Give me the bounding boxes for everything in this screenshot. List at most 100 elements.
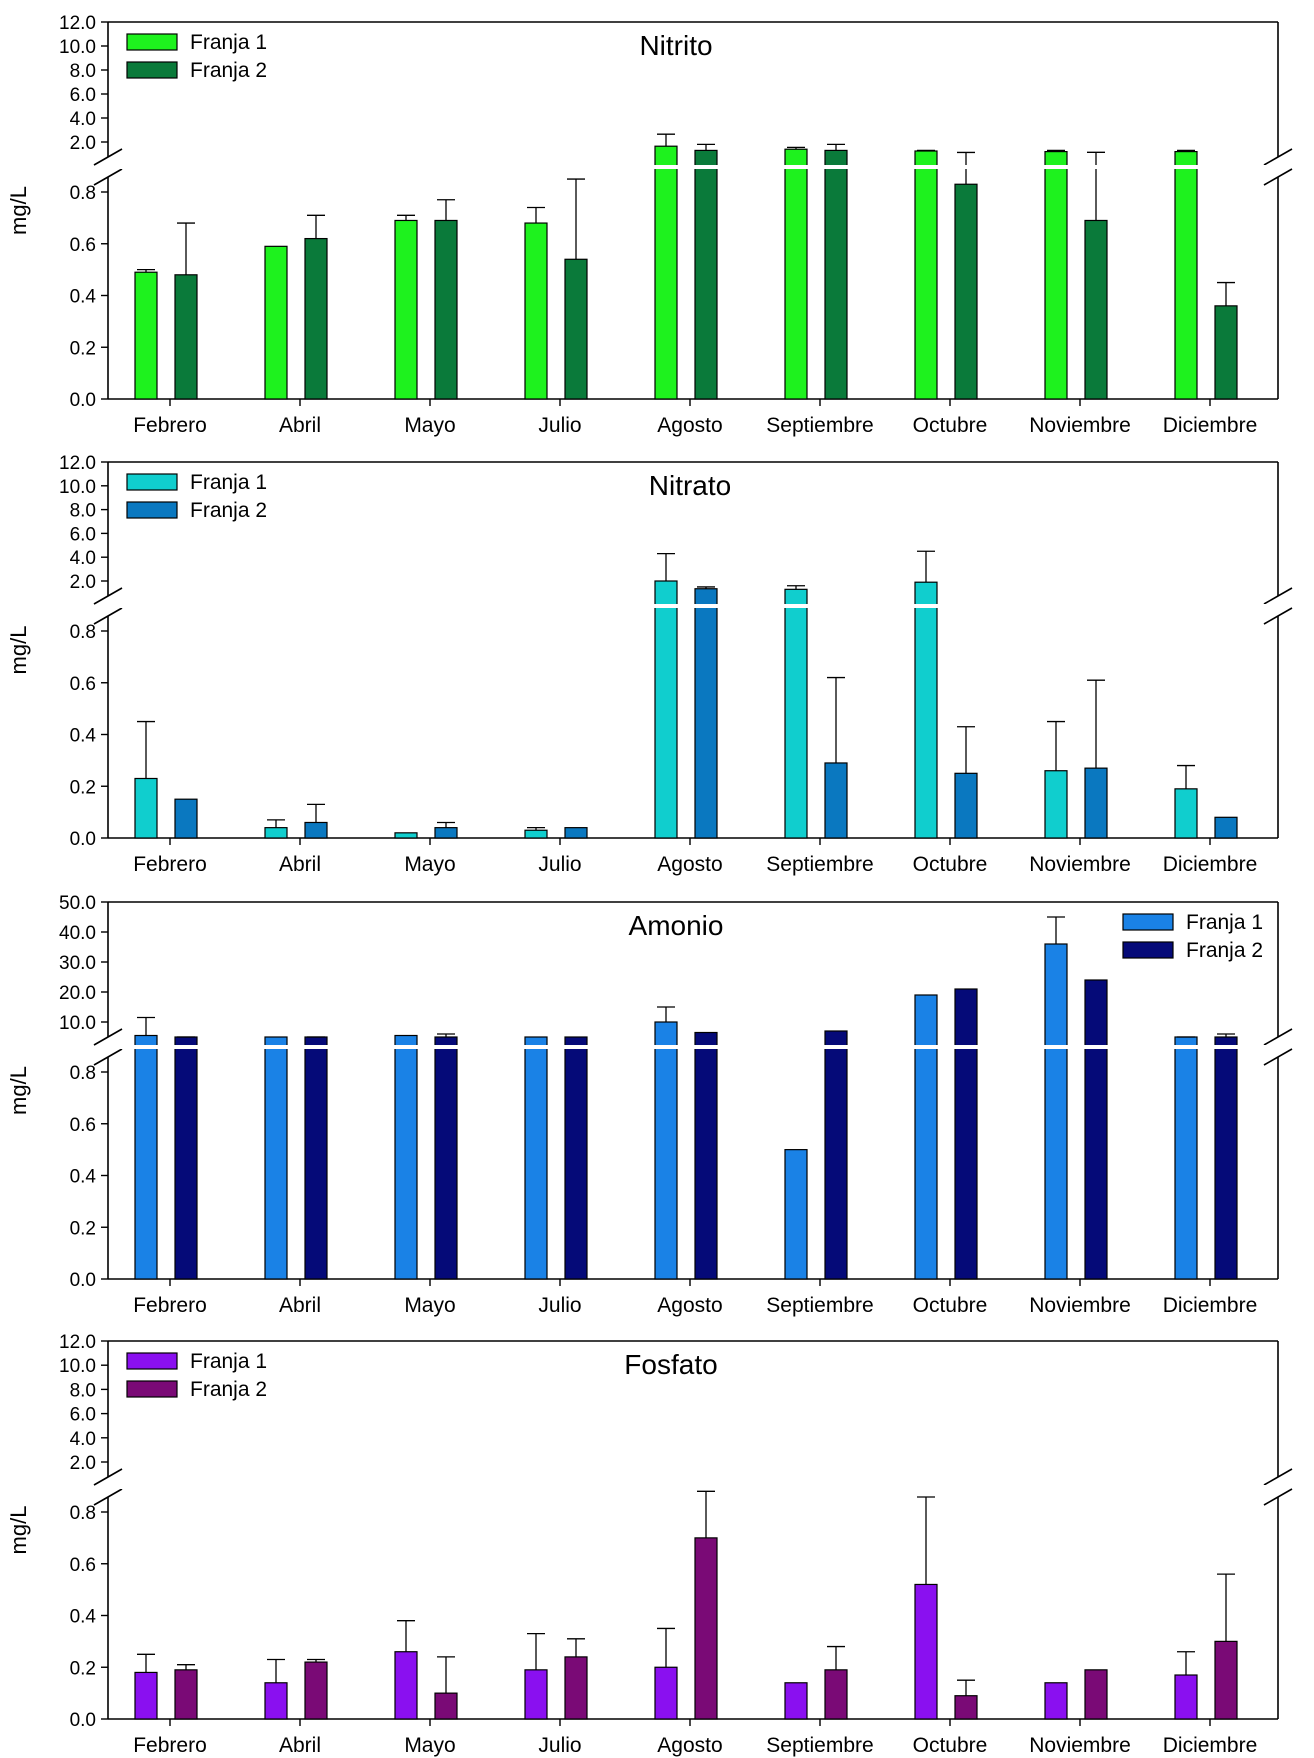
y-tick-label: 0.4: [70, 726, 97, 747]
chart-panel-2: 0.0 0.2 0.4 0.6 0.8 2.0 4.0 6.08.0 10.0 12.0 mg/L N…: [6, 453, 1293, 876]
bar: [394, 1651, 418, 1720]
y-tick-label: 0.6: [70, 1555, 96, 1576]
bar: [1214, 816, 1238, 839]
y-tick-label: 0.0: [70, 829, 96, 850]
x-tick-label: Septiembre: [766, 414, 873, 437]
bar: [954, 183, 978, 400]
chart-title: Nitrato: [649, 470, 731, 501]
x-tick-label: Julio: [538, 1734, 581, 1757]
bar: [1084, 219, 1108, 400]
bar: [134, 777, 158, 839]
bar: [524, 1036, 548, 1280]
x-tick-label: Noviembre: [1029, 414, 1131, 437]
legend-swatch: [126, 1380, 178, 1398]
bar: [824, 1669, 848, 1720]
y-tick-label: 0.6: [70, 674, 96, 695]
x-tick-label: Febrero: [133, 414, 207, 437]
chart-title: Fosfato: [624, 1349, 717, 1380]
axis-break-mark-left: [93, 1468, 123, 1486]
y-axis-label: mg/L: [6, 1506, 31, 1555]
bar: [434, 1692, 458, 1720]
bar: [304, 1036, 328, 1280]
x-tick-label: Septiembre: [766, 1294, 873, 1317]
y-tick-label: 10.0: [59, 477, 96, 498]
bar: [914, 581, 938, 839]
bar: [264, 827, 288, 839]
x-tick-label: Julio: [538, 414, 581, 437]
axis-break-mark-right: [1263, 148, 1293, 166]
x-tick-label: Abril: [279, 1734, 321, 1757]
bar: [1214, 1640, 1238, 1720]
axis-break-mark-right: [1263, 607, 1293, 625]
bar: [694, 1537, 718, 1720]
bar: [1174, 1674, 1198, 1720]
bar: [824, 762, 848, 839]
x-tick-label: Mayo: [404, 853, 455, 876]
y-tick-label: 6.0: [70, 524, 96, 545]
y-tick-label: 0.2: [70, 1218, 96, 1239]
chart-title: Nitrito: [639, 30, 712, 61]
y-tick-label: 0.6: [70, 1115, 96, 1136]
bar: [654, 580, 678, 839]
legend-label: Franja 1: [190, 31, 267, 54]
y-tick-label: 0.2: [70, 1658, 96, 1679]
y-tick-label: 6.0: [70, 85, 96, 106]
axis-break-mark-left: [93, 607, 123, 625]
y-tick-label: 0.0: [70, 1270, 96, 1291]
y-tick-label: 8.0: [70, 1380, 96, 1401]
bar: [654, 1666, 678, 1720]
bar: [824, 1030, 848, 1280]
bar: [914, 150, 938, 400]
y-tick-label: 12.0: [59, 453, 96, 474]
x-tick-label: Agosto: [657, 853, 722, 876]
y-tick-label: 0.0: [70, 390, 96, 411]
bar: [264, 245, 288, 400]
y-tick-label: 20.0: [59, 983, 96, 1004]
chart-title: Amonio: [629, 910, 724, 941]
axis-break-mark-right: [1263, 1468, 1293, 1486]
bar: [1044, 943, 1068, 1280]
y-tick-label: 2.0: [70, 1453, 96, 1474]
bar: [784, 1682, 808, 1720]
bar: [694, 588, 718, 839]
y-tick-label: 0.4: [70, 287, 97, 308]
y-tick-label: 8.0: [70, 61, 96, 82]
bar: [1084, 767, 1108, 839]
bar: [914, 1583, 938, 1720]
axis-break-mark-left: [93, 168, 123, 186]
bar: [694, 1031, 718, 1280]
bar: [784, 1149, 808, 1280]
x-tick-label: Octubre: [913, 1734, 988, 1757]
bar: [1044, 770, 1068, 839]
bar: [394, 832, 418, 839]
x-tick-label: Noviembre: [1029, 853, 1131, 876]
x-tick-label: Octubre: [913, 1294, 988, 1317]
bar: [1214, 305, 1238, 400]
x-tick-label: Agosto: [657, 414, 722, 437]
x-tick-label: Diciembre: [1163, 1294, 1258, 1317]
bar: [954, 1695, 978, 1720]
x-tick-label: Noviembre: [1029, 1294, 1131, 1317]
bar: [1174, 1036, 1198, 1280]
legend-swatch: [126, 1352, 178, 1370]
bar: [1084, 979, 1108, 1280]
y-tick-label: 40.0: [59, 923, 96, 944]
x-tick-label: Octubre: [913, 414, 988, 437]
y-tick-label: 4.0: [70, 109, 96, 130]
bar: [524, 222, 548, 400]
legend-label: Franja 2: [190, 499, 267, 522]
axis-break-mark-left: [93, 587, 123, 605]
x-tick-label: Diciembre: [1163, 853, 1258, 876]
bar: [784, 588, 808, 839]
bar: [304, 1661, 328, 1720]
bar: [134, 1034, 158, 1280]
bar: [1214, 1036, 1238, 1280]
legend-swatch: [126, 61, 178, 79]
y-tick-label: 12.0: [59, 13, 96, 34]
bar: [394, 219, 418, 400]
x-tick-label: Noviembre: [1029, 1734, 1131, 1757]
axis-break-gap: [109, 604, 1277, 608]
y-tick-label: 2.0: [70, 572, 96, 593]
bar: [434, 219, 458, 400]
y-tick-label: 0.8: [70, 1503, 96, 1524]
